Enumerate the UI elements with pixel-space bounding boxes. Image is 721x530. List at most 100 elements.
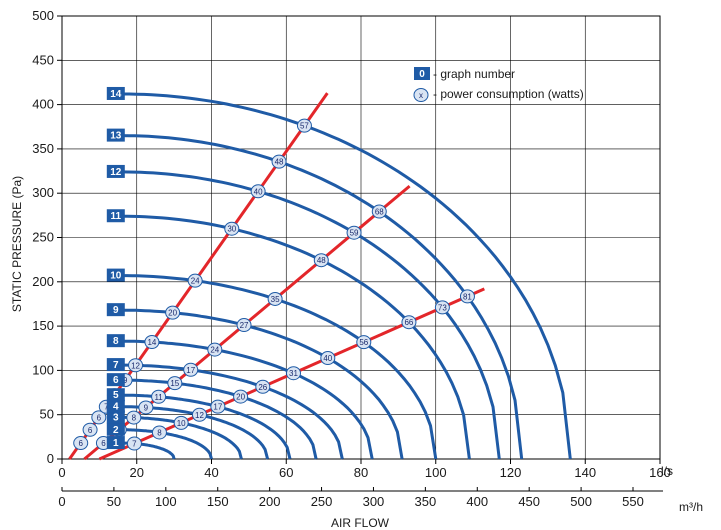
graph-badge-label: 9 [113, 305, 119, 316]
x2-tick-label: 0 [58, 494, 65, 509]
x-tick-label: 140 [574, 465, 596, 480]
graph-badge [106, 436, 125, 450]
power-marker-label: 6 [88, 426, 93, 435]
power-marker [167, 376, 183, 391]
graph-badge-label: 3 [113, 412, 119, 423]
curve-5 [121, 393, 292, 460]
power-marker [173, 415, 189, 430]
x2-tick-label: 250 [311, 494, 333, 509]
x2-tick-label: 50 [107, 494, 121, 509]
power-marker [144, 335, 160, 350]
power-marker-label: 17 [213, 403, 222, 412]
graph-badge [106, 334, 125, 348]
power-marker-label: 73 [438, 303, 447, 312]
power-marker [434, 300, 450, 315]
x-tick-label: 100 [425, 465, 447, 480]
curve-14 [121, 92, 572, 460]
power-marker [224, 221, 240, 236]
graph-badge-label: 6 [113, 375, 119, 386]
power-marker [207, 342, 223, 357]
curve-6 [121, 378, 318, 460]
power-marker-label: 20 [236, 393, 245, 402]
power-marker [126, 436, 142, 451]
legend-power-label: - power consumption (watts) [433, 87, 584, 101]
power-marker [165, 305, 181, 320]
power-marker [250, 184, 266, 199]
power-marker [233, 389, 249, 404]
power-marker-label: 48 [317, 256, 326, 265]
y-tick-label: 50 [40, 407, 54, 422]
x-tick-label: 60 [279, 465, 293, 480]
power-marker [356, 335, 372, 350]
power-marker-label: 30 [227, 225, 236, 234]
y-tick-label: 500 [32, 8, 54, 23]
power-marker [459, 289, 475, 304]
x-tick-label: 160 [649, 465, 671, 480]
x-unit-secondary: m³/h [679, 500, 703, 514]
power-marker [320, 351, 336, 366]
power-marker [296, 118, 312, 133]
curve-12 [121, 170, 501, 460]
power-marker [236, 318, 252, 333]
graph-badge-label: 4 [113, 402, 119, 413]
power-marker [313, 253, 329, 268]
power-marker-label: 6 [97, 413, 102, 422]
power-marker-label: 15 [170, 379, 179, 388]
graph-badge [106, 373, 125, 387]
power-marker [191, 407, 207, 422]
power-marker-label: 40 [254, 187, 263, 196]
power-marker-label: 9 [123, 376, 128, 385]
graph-badge-label: 12 [110, 167, 122, 178]
x2-tick-label: 150 [207, 494, 229, 509]
graph-badge [106, 86, 125, 100]
graph-badge [106, 358, 125, 372]
graph-badge [106, 164, 125, 178]
power-markers: 6667891214202430404857668911151724273548… [73, 118, 475, 451]
y-tick-label: 250 [32, 230, 54, 245]
power-marker-label: 81 [463, 292, 472, 301]
graph-badge [106, 422, 125, 436]
graph-badge-label: 5 [113, 390, 119, 401]
power-marker-label: 35 [271, 295, 280, 304]
power-marker [73, 436, 89, 451]
x-unit-primary: l/s [661, 464, 673, 478]
y-tick-label: 150 [32, 318, 54, 333]
graph-badge-label: 11 [111, 211, 122, 222]
graph-badge [106, 268, 125, 282]
y-tick-label: 0 [47, 451, 54, 466]
y-tick-label: 350 [32, 141, 54, 156]
power-marker [82, 422, 98, 437]
legend-badge-sample: 0 [419, 69, 425, 80]
x2-tick-label: 500 [570, 494, 592, 509]
power-marker-label: 48 [275, 158, 284, 167]
power-marker-label: 10 [177, 419, 186, 428]
power-marker [371, 204, 387, 219]
legend-bubble-sample: x [419, 91, 423, 100]
curve-8 [121, 339, 374, 460]
curve-13 [121, 134, 524, 460]
graph-badge [106, 399, 125, 413]
power-marker-label: 9 [144, 403, 149, 412]
x2-tick-label: 300 [363, 494, 385, 509]
x2-tick-label: 100 [155, 494, 177, 509]
graph-badge [106, 388, 125, 402]
x2-tick-label: 550 [622, 494, 644, 509]
power-marker-label: 66 [404, 318, 413, 327]
power-marker-label: 57 [300, 122, 309, 131]
power-marker [151, 425, 167, 440]
power-marker-label: 7 [104, 403, 109, 412]
power-marker-label: 56 [359, 338, 368, 347]
graph-badge [106, 303, 125, 317]
power-marker-label: 27 [240, 321, 249, 330]
y-axis-title: STATIC PRESSURE (Pa) [10, 176, 24, 312]
x2-tick-label: 350 [415, 494, 437, 509]
x2-tick-label: 400 [466, 494, 488, 509]
power-marker-label: 40 [323, 354, 332, 363]
legend-graph-number-label: - graph number [433, 67, 515, 81]
legend: 0 - graph number x - power consumption (… [413, 67, 584, 102]
x-tick-label: 0 [58, 465, 65, 480]
x-tick-label: 20 [130, 465, 144, 480]
power-marker-label: 59 [350, 229, 359, 238]
y-tick-label: 300 [32, 185, 54, 200]
